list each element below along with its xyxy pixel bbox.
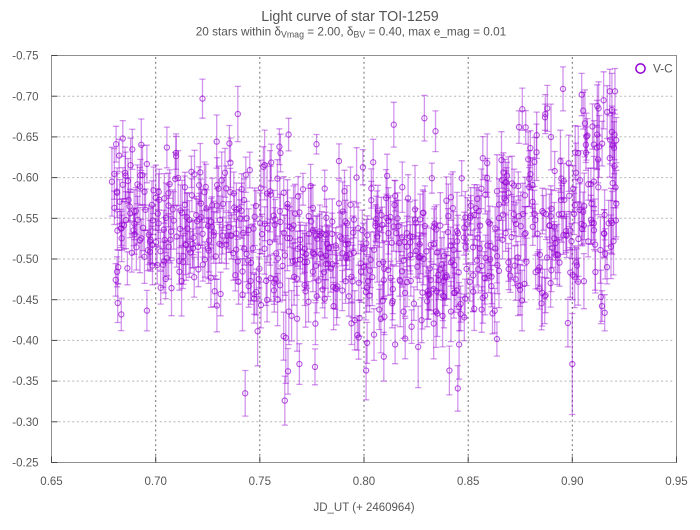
- svg-text:0.70: 0.70: [145, 476, 167, 488]
- svg-text:0.75: 0.75: [249, 476, 271, 488]
- svg-text:-0.40: -0.40: [12, 336, 38, 348]
- svg-text:-0.70: -0.70: [12, 91, 38, 103]
- svg-text:0.95: 0.95: [665, 476, 687, 488]
- svg-text:-0.35: -0.35: [12, 376, 38, 388]
- svg-text:0.65: 0.65: [40, 476, 62, 488]
- svg-text:0.80: 0.80: [353, 476, 375, 488]
- svg-text:-0.55: -0.55: [12, 213, 38, 225]
- svg-text:0.90: 0.90: [561, 476, 583, 488]
- svg-text:-0.60: -0.60: [12, 173, 38, 185]
- svg-text:-0.50: -0.50: [12, 254, 38, 266]
- svg-text:-0.65: -0.65: [12, 132, 38, 144]
- svg-text:20 stars within δVmag = 2.00,: 20 stars within δVmag = 2.00, δBV = 0.40…: [196, 25, 507, 40]
- svg-text:JD_UT (+ 2460964): JD_UT (+ 2460964): [313, 502, 414, 514]
- svg-text:-0.45: -0.45: [12, 295, 38, 307]
- svg-text:V-C: V-C: [653, 62, 673, 76]
- svg-text:-0.25: -0.25: [12, 458, 38, 470]
- svg-text:0.85: 0.85: [457, 476, 479, 488]
- svg-text:-0.30: -0.30: [12, 417, 38, 429]
- svg-text:Light curve of star TOI-1259: Light curve of star TOI-1259: [261, 9, 439, 25]
- svg-text:-0.75: -0.75: [12, 51, 38, 63]
